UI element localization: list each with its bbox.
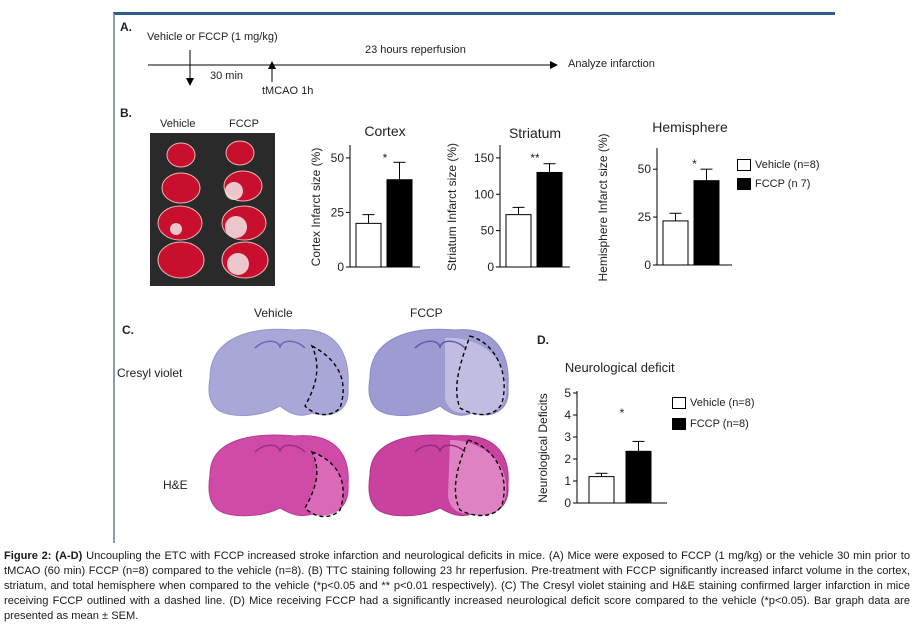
dose-text: Vehicle or FCCP (1 mg/kg): [147, 31, 278, 43]
timeline-arrowhead: [550, 61, 558, 69]
neuro-chart-bar-fccp: [625, 450, 652, 504]
injection-arrowhead: [186, 78, 194, 86]
legend-d-fccp-text: FCCP (n=8): [690, 418, 749, 430]
neuro-chart-ytick-label: 2: [564, 452, 571, 466]
hemisphere-chart-ytick-label: 50: [638, 162, 652, 176]
striatum-chart-ytick-label: 150: [474, 151, 494, 165]
he-label: H&E: [163, 478, 188, 492]
neuro-chart-significance: *: [620, 406, 625, 420]
ttc-fccp-label: FCCP: [229, 118, 259, 130]
panel-a-letter: A.: [120, 20, 132, 34]
ttc-stained-slices-photo: [150, 133, 275, 286]
neuro-chart-ytick-label: 3: [564, 430, 571, 444]
striatum-chart-ylabel: Striatum Infarct size (%): [445, 143, 459, 271]
hemisphere-chart-ylabel: Hemisphere Infarct size (%): [596, 133, 610, 281]
striatum-chart-ytick-label: 100: [474, 187, 494, 201]
striatum-chart-bar-vehicle: [505, 214, 532, 268]
legend-d-fccp: FCCP (n=8): [672, 418, 749, 431]
cortex-chart-title: Cortex: [364, 123, 405, 139]
neuro-chart-ytick-label: 4: [564, 408, 571, 422]
histology-sections: [208, 328, 509, 518]
histology-fccp-label: FCCP: [410, 306, 443, 320]
reperfusion-text: 23 hours reperfusion: [365, 44, 466, 56]
cortex-chart-bar-fccp: [386, 179, 413, 268]
cresyl-label: Cresyl violet: [117, 366, 183, 380]
legend-b-fccp: FCCP (n 7): [737, 178, 811, 191]
cortex-chart-significance: *: [383, 151, 388, 165]
figure-frame: [113, 12, 835, 543]
neuro-chart-ytick-label: 0: [564, 496, 571, 510]
striatum-chart-title: Striatum: [509, 125, 561, 141]
ttc-vehicle-label: Vehicle: [160, 118, 196, 130]
legend-fccp-swatch: [737, 178, 751, 191]
neuro-chart-title: Neurological deficits: [565, 360, 675, 375]
caption-text: Uncoupling the ETC with FCCP increased s…: [4, 550, 910, 622]
neuro-chart-ylabel: Neurological Deficits: [536, 393, 550, 502]
legend-vehicle-swatch: [737, 159, 751, 172]
hemisphere-chart-bar-fccp: [693, 180, 720, 266]
panel-c-letter: C.: [122, 323, 134, 337]
cortex-chart-ytick-label: 25: [331, 205, 345, 219]
figure-caption: Figure 2: (A-D) Uncoupling the ETC with …: [4, 549, 910, 624]
ttc-slices: [157, 140, 269, 279]
striatum-chart-ytick-label: 0: [487, 260, 494, 274]
hemisphere-chart-title: Hemisphere: [652, 119, 728, 135]
legend-d-vehicle: Vehicle (n=8): [672, 397, 755, 410]
tmcao-arrowhead: [268, 61, 276, 69]
cortex-chart-ytick-label: 50: [331, 151, 345, 165]
striatum-chart-ytick-label: 50: [481, 224, 495, 238]
legend-d-vehicle-swatch: [672, 397, 686, 410]
cortex-chart-bar-vehicle: [355, 222, 382, 268]
legend-d-fccp-swatch: [672, 418, 686, 431]
striatum-chart-significance: **: [530, 151, 540, 165]
panel-d-letter: D.: [537, 333, 549, 347]
neuro-deficits-chart: Neurological deficits Neurological Defici…: [536, 360, 675, 510]
legend-fccp-text: FCCP (n 7): [755, 178, 811, 190]
hemisphere-chart-ytick-label: 0: [644, 258, 651, 272]
legend-d-vehicle-text: Vehicle (n=8): [690, 397, 755, 409]
cortex-chart-ylabel: Cortex Infarct size (%): [309, 148, 323, 267]
hemisphere-chart-ytick-label: 25: [638, 210, 652, 224]
timeline-diagram: [148, 50, 558, 86]
histology-vehicle-label: Vehicle: [254, 306, 293, 320]
hemisphere-chart-bar-vehicle: [662, 220, 689, 266]
hemisphere-chart-significance: *: [692, 157, 697, 171]
he-fccp-section: [368, 434, 509, 517]
legend-vehicle-text: Vehicle (n=8): [755, 159, 820, 171]
tmcao-text: tMCAO 1h: [262, 85, 314, 97]
hemisphere-chart-svg: Hemisphere Hemisphere Infarct size (%) 0 25…: [596, 119, 732, 282]
legend-b-vehicle: Vehicle (n=8): [737, 159, 820, 172]
he-vehicle-section: [208, 434, 349, 518]
neuro-chart-bar-vehicle: [588, 476, 615, 504]
cresyl-fccp-section: [368, 328, 509, 417]
neuro-chart-ytick-label: 5: [564, 386, 571, 400]
striatum-chart-bar-fccp: [536, 171, 563, 268]
analyze-text: Analyze infarction: [568, 58, 655, 70]
panel-b-letter: B.: [120, 106, 132, 120]
cresyl-vehicle-section: [208, 328, 349, 417]
neuro-chart-ytick-label: 1: [564, 474, 571, 488]
cortex-chart-ytick-label: 0: [337, 260, 344, 274]
infarct-charts-b: Cortex Cortex Infarct size (%) 0 25 50 * Stria…: [309, 123, 570, 274]
pretreat-time: 30 min: [210, 70, 244, 82]
caption-label: Figure 2: (A-D): [4, 550, 83, 562]
